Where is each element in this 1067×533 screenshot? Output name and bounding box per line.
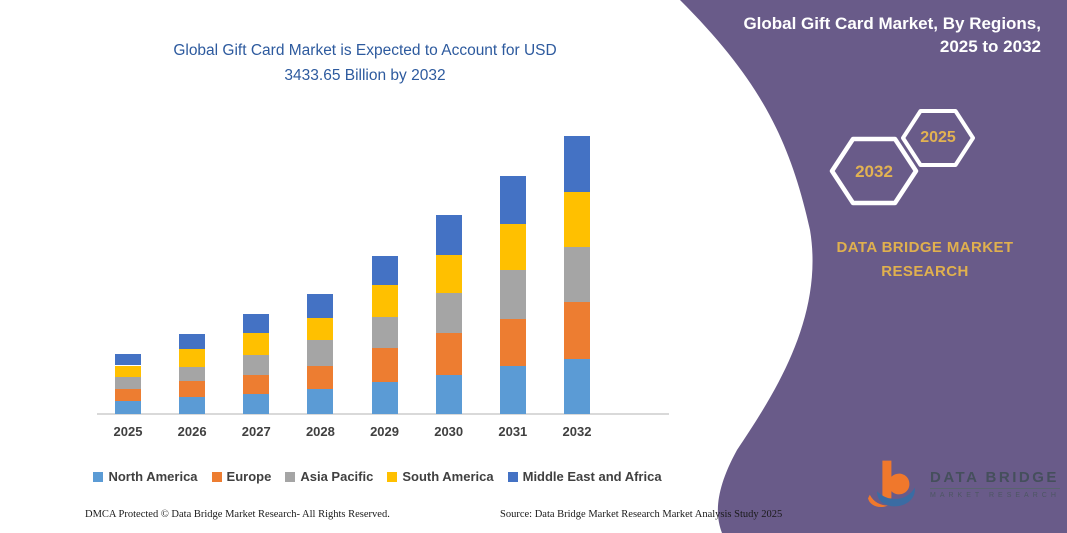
dbmr-logo: DATA BRIDGE MARKET RESEARCH <box>868 458 1060 510</box>
legend-item-south-america: South America <box>387 469 494 484</box>
bar-segment-asia-pacific-2027 <box>243 354 270 375</box>
logo-name: DATA BRIDGE <box>930 469 1060 489</box>
bar-segment-south-america-2025 <box>115 365 141 377</box>
chart-title: Global Gift Card Market is Expected to A… <box>85 38 645 88</box>
brand-wordmark: DATA BRIDGE MARKET RESEARCH <box>805 236 1045 284</box>
logo-subtitle: MARKET RESEARCH <box>930 492 1060 499</box>
bar-segment-north-america-2029 <box>371 381 398 414</box>
bar-segment-south-america-2029 <box>371 284 398 317</box>
x-axis-label-2031: 2031 <box>498 424 528 439</box>
brand-line2: RESEARCH <box>881 263 969 280</box>
panel-heading-line2: 2025 to 2032 <box>939 37 1041 56</box>
legend-swatch-icon <box>93 471 104 482</box>
legend-item-europe: Europe <box>211 469 272 484</box>
chart-title-line2: 3433.65 Billion by 2032 <box>284 67 446 84</box>
bar-segment-north-america-2028 <box>307 388 334 414</box>
dbmr-logo-text: DATA BRIDGE MARKET RESEARCH <box>930 469 1060 499</box>
bar-segment-north-america-2032 <box>563 358 590 414</box>
bar-segment-asia-pacific-2026 <box>179 366 206 382</box>
legend-swatch-icon <box>211 471 222 482</box>
chart-title-line1: Global Gift Card Market is Expected to A… <box>173 42 557 59</box>
bar-segment-europe-2025 <box>115 388 141 402</box>
bar-segment-europe-2029 <box>371 348 398 382</box>
legend-label: Europe <box>226 469 272 484</box>
bar-segment-asia-pacific-2032 <box>563 246 590 302</box>
legend-item-middle-east-and-africa: Middle East and Africa <box>507 469 662 484</box>
dbmr-logo-icon <box>868 460 915 508</box>
x-axis-label-2032: 2032 <box>562 424 592 439</box>
bar-segment-middle-east-and-africa-2029 <box>371 255 398 285</box>
hexagon-2032-label: 2032 <box>855 162 893 181</box>
bar-segment-europe-2032 <box>563 301 590 359</box>
bar-segment-europe-2026 <box>179 381 206 397</box>
legend-label: Asia Pacific <box>300 469 374 484</box>
bar-segment-europe-2027 <box>243 374 270 394</box>
bar-segment-middle-east-and-africa-2030 <box>435 215 462 255</box>
legend-item-north-america: North America <box>93 469 198 484</box>
bar-segment-south-america-2030 <box>435 254 462 293</box>
x-axis-label-2030: 2030 <box>434 424 464 439</box>
legend-label: Middle East and Africa <box>522 469 662 484</box>
panel-heading-line1: Global Gift Card Market, By Regions, <box>743 14 1041 33</box>
bar-segment-middle-east-and-africa-2031 <box>499 175 526 224</box>
x-axis-label-2029: 2029 <box>370 424 399 439</box>
bar-segment-europe-2030 <box>435 332 462 375</box>
x-axis-label-2027: 2027 <box>241 424 271 439</box>
bar-segment-asia-pacific-2029 <box>371 317 398 349</box>
bar-segment-north-america-2027 <box>243 393 270 414</box>
bar-segment-south-america-2031 <box>499 223 526 271</box>
bar-segment-middle-east-and-africa-2028 <box>307 293 334 318</box>
x-axis-label-2028: 2028 <box>305 424 335 439</box>
footer-source: Source: Data Bridge Market Research Mark… <box>500 509 783 520</box>
bar-segment-north-america-2026 <box>179 396 206 414</box>
bar-segment-north-america-2030 <box>435 374 462 414</box>
legend-item-asia-pacific: Asia Pacific <box>285 469 373 484</box>
bar-segment-middle-east-and-africa-2026 <box>179 334 206 349</box>
x-axis-label-2026: 2026 <box>177 424 207 439</box>
legend-swatch-icon <box>387 471 398 482</box>
bar-segment-asia-pacific-2028 <box>307 339 334 367</box>
bar-segment-asia-pacific-2031 <box>499 270 526 319</box>
bar-segment-south-america-2027 <box>243 332 270 355</box>
legend-swatch-icon <box>285 471 296 482</box>
bar-segment-asia-pacific-2030 <box>435 292 462 333</box>
bar-segment-north-america-2031 <box>499 366 526 414</box>
x-axis-line <box>97 413 669 415</box>
footer-copyright: DMCA Protected © Data Bridge Market Rese… <box>85 509 390 520</box>
bar-segment-europe-2028 <box>307 366 334 389</box>
bar-segment-asia-pacific-2025 <box>115 376 141 389</box>
x-axis-label-2025: 2025 <box>113 424 143 439</box>
hexagon-2025-label: 2025 <box>920 129 956 146</box>
bar-segment-south-america-2026 <box>179 348 206 367</box>
legend-label: North America <box>108 469 198 484</box>
bar-segment-south-america-2032 <box>563 192 590 247</box>
bar-segment-europe-2031 <box>499 318 526 367</box>
bar-segment-middle-east-and-africa-2032 <box>563 135 590 193</box>
bar-segment-middle-east-and-africa-2025 <box>115 353 141 366</box>
legend-swatch-icon <box>507 471 518 482</box>
bar-segment-south-america-2028 <box>307 317 334 340</box>
bar-segment-middle-east-and-africa-2027 <box>243 313 270 333</box>
legend-label: South America <box>402 469 494 484</box>
chart-legend: North America Europe Asia Pacific South Ame… <box>85 469 670 484</box>
bar-segment-north-america-2025 <box>115 401 141 414</box>
brand-line1: DATA BRIDGE MARKET <box>836 239 1014 256</box>
panel-heading: Global Gift Card Market, By Regions, 202… <box>711 12 1041 58</box>
